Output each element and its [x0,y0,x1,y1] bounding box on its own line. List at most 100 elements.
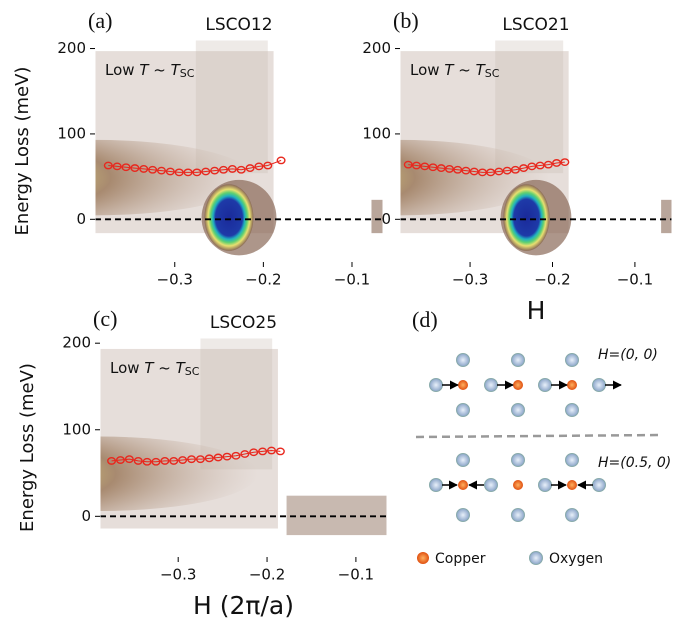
annotation-part: Low [105,61,139,79]
annotation: Low T ~ TSC [410,61,500,81]
oxygen [538,478,552,492]
annotation-part: SC [185,365,200,378]
oxygen [511,353,525,367]
y-tick-label: 100 [57,124,86,142]
copper [567,480,577,490]
x-tick-label: −0.1 [617,271,653,289]
y-tick-label: 200 [57,39,86,57]
y-axis-label: Energy Loss (meV) [17,363,38,532]
annotation-part: T [139,61,150,79]
point-link [408,161,565,173]
title: LSCO25 [210,313,277,333]
blob [204,184,254,251]
point [519,164,529,172]
intensity-map [100,338,387,536]
oxygen [484,378,498,392]
annotation: Low T ~ TSC [105,61,195,81]
intensity-map [400,40,672,256]
diagram: (d) H=(0, 0) H=(0.5, 0) Copper Oxygen [412,307,671,567]
oxygen [592,378,606,392]
copper [458,480,468,490]
point [245,164,255,172]
annotation-part: SC [485,67,500,80]
annotation-part: T [171,61,182,79]
x-tick-label: −0.2 [249,566,285,584]
oxygen [511,403,525,417]
oxygen [511,453,525,467]
copper [458,380,468,390]
frame [399,39,673,263]
intensity-map [95,40,383,256]
oxygen [484,478,498,492]
annotation-part: T [476,61,487,79]
oxygen [592,478,606,492]
x-tick-label: −0.1 [334,271,370,289]
oxygen [565,403,579,417]
point-link [111,450,281,463]
oxygen [456,453,470,467]
edge [371,199,383,234]
y-tick-label: 200 [62,334,91,352]
haze [495,40,564,174]
point [240,450,250,458]
copper [567,380,577,390]
divider [415,433,661,439]
x-tick-label: −0.2 [245,271,281,289]
y-tick-label: 0 [381,210,391,228]
oxygen-icon [529,551,543,565]
point [276,156,286,165]
title: LSCO21 [502,15,569,35]
point-link [108,159,282,173]
blob [503,184,550,251]
y-tick-label: 100 [62,420,91,438]
oxygen [538,378,552,392]
annotation-part: ~ [153,359,175,377]
panel-label: (b) [393,8,419,33]
haze [200,338,273,470]
x-tick-label: −0.1 [338,566,374,584]
title: LSCO12 [205,15,272,35]
annotation-part: ~ [148,61,170,79]
edge [661,199,672,234]
frame [99,337,388,558]
panel-label: (a) [88,8,112,33]
annotation-part: Low [410,61,444,79]
x-tick-label: −0.2 [534,271,570,289]
annotation: Low T ~ TSC [110,359,200,379]
annotation-part: T [444,61,455,79]
band [100,436,258,511]
bottom-label: H=(0.5, 0) [598,455,671,471]
annotation-part: T [176,359,187,377]
oxygen [456,353,470,367]
legend-copper: Copper [435,551,486,567]
haze [195,40,268,174]
copper-icon [417,552,429,564]
frame [94,39,384,263]
oxygen [565,508,579,522]
annotation-part: Low [110,359,144,377]
legend-oxygen: Oxygen [549,551,603,567]
oxygen [456,508,470,522]
x-axis-label: H (2π/a) [193,591,294,620]
panel-label: (d) [412,307,438,332]
panel-label: (c) [93,306,117,331]
edge [286,495,387,536]
x-tick-label: −0.3 [157,271,193,289]
top-label: H=(0, 0) [598,347,658,363]
oxygen [429,378,443,392]
oxygen [511,508,525,522]
y-tick-label: 100 [362,124,391,142]
copper [513,480,523,490]
x-axis-label: H [527,296,546,325]
x-tick-label: −0.3 [160,566,196,584]
copper [513,380,523,390]
oxygen [456,403,470,417]
y-axis-label: Energy Loss (meV) [12,67,33,236]
annotation-part: SC [180,67,195,80]
oxygen [429,478,443,492]
x-tick-label: −0.3 [452,271,488,289]
